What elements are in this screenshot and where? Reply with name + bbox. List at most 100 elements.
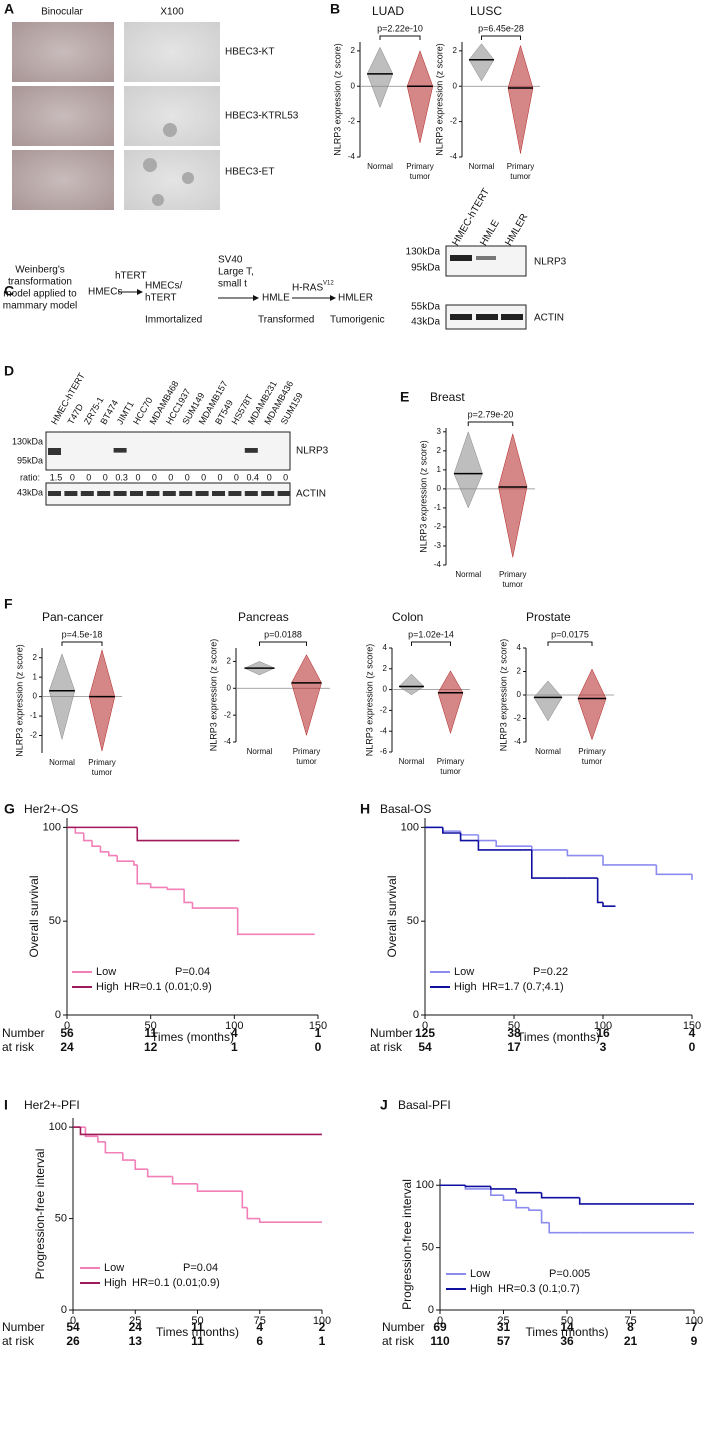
ratio-value: 0 <box>217 472 222 482</box>
panel-label: A <box>4 1 14 17</box>
hr-annotation: HR=0.1 (0.01;0.9) <box>132 1277 220 1289</box>
ratio-value: 0 <box>185 472 190 482</box>
at-risk-number: 1 <box>319 1334 326 1348</box>
survival-step <box>490 1188 504 1197</box>
x-tick-label: 100 <box>594 1020 612 1032</box>
survival-step <box>122 1152 136 1161</box>
y-tick-label: 2 <box>33 653 38 662</box>
survival-step <box>578 1197 694 1205</box>
ratio-label: ratio: <box>20 472 40 482</box>
at-risk-number: 26 <box>66 1334 80 1348</box>
band <box>97 491 111 496</box>
at-risk-number: 4 <box>689 1026 696 1040</box>
ratio-value: 0 <box>267 472 272 482</box>
y-axis-label: NLRP3 expression (z score) <box>14 644 24 757</box>
at-risk-number: 125 <box>415 1026 435 1040</box>
p-value: p=2.22e-10 <box>377 23 423 33</box>
ratio-value: 0 <box>70 472 75 482</box>
at-risk-label: at risk <box>2 1334 35 1348</box>
micrograph <box>12 86 114 146</box>
dot-cloud <box>498 432 528 558</box>
dot-cloud <box>507 44 534 154</box>
survival-step <box>464 1185 491 1188</box>
at-risk-number: 24 <box>60 1040 74 1054</box>
hr-annotation: HR=1.7 (0.7;4.1) <box>482 981 564 993</box>
survival-step <box>490 1186 517 1190</box>
at-risk-number: 38 <box>507 1026 521 1040</box>
band <box>48 448 61 455</box>
survival-step <box>459 833 479 842</box>
marker-label: 95kDa <box>17 455 43 465</box>
y-tick-label: 0 <box>351 81 356 90</box>
y-tick-label: 2 <box>517 667 522 676</box>
survival-step <box>183 889 193 904</box>
legend-label: High <box>470 1283 493 1295</box>
y-axis-label: Overall survival <box>385 875 399 957</box>
panel-d: D 130kDa 95kDa 43kDa NLRP3 ACTIN ratio: <box>4 363 329 506</box>
survival-step <box>236 908 315 936</box>
x-tick-label: Primary tumor <box>293 747 321 766</box>
step-label: Large T, <box>218 267 254 278</box>
x-tick-label: 0 <box>422 1020 428 1032</box>
p-bracket <box>379 35 421 40</box>
band <box>450 255 472 261</box>
at-risk-number: 54 <box>418 1040 432 1054</box>
x-tick-label: 25 <box>497 1315 509 1327</box>
chart-title: LUAD <box>372 4 404 18</box>
dot-cloud <box>398 673 425 696</box>
p-annotation: P=0.04 <box>175 966 210 978</box>
band <box>501 314 523 320</box>
x-tick-label: 50 <box>508 1020 520 1032</box>
y-tick-label: -2 <box>224 710 232 719</box>
survival-step <box>171 1176 198 1185</box>
band <box>212 491 225 496</box>
marker-label: 43kDa <box>411 317 440 328</box>
dot-cloud <box>291 654 322 737</box>
survival-step <box>502 1195 517 1202</box>
status: Transformed <box>258 315 314 326</box>
survival-step <box>602 855 657 866</box>
y-tick-label: -2 <box>380 706 388 715</box>
band <box>146 491 160 496</box>
y-tick-label: -1 <box>434 503 442 512</box>
dot-cloud <box>453 431 483 509</box>
y-tick-label: 2 <box>383 664 388 673</box>
at-risk-label: Number <box>2 1320 45 1334</box>
lane-label: HMLE <box>478 218 502 248</box>
survival-step <box>655 864 692 876</box>
sphere <box>143 158 157 172</box>
y-tick-label: 1 <box>33 672 38 681</box>
y-axis-label: Progression-free interval <box>33 1149 47 1280</box>
x-tick-label: 100 <box>685 1315 703 1327</box>
y-tick-label: 50 <box>49 915 61 927</box>
x-tick-label: 0 <box>64 1020 70 1032</box>
dot-cloud <box>533 680 563 722</box>
model-text: mammary model <box>3 301 77 312</box>
panel-label: B <box>330 1 340 17</box>
chart-title: Her2+-PFI <box>24 1098 80 1112</box>
at-risk-number: 16 <box>596 1026 610 1040</box>
y-tick-label: 0 <box>227 683 232 692</box>
x-tick-label: 150 <box>683 1020 701 1032</box>
chart-title: Pancreas <box>238 610 289 624</box>
at-risk-number: 54 <box>66 1320 80 1334</box>
survival-step <box>548 1222 580 1234</box>
panel-label: J <box>380 1097 388 1113</box>
band <box>476 256 496 260</box>
at-risk-number: 9 <box>691 1334 698 1348</box>
protein-label: NLRP3 <box>534 257 567 268</box>
ratio-value: 1.5 <box>50 472 63 482</box>
x-tick-label: 75 <box>624 1315 636 1327</box>
legend-label: Low <box>104 1262 124 1274</box>
x-tick-label: 50 <box>145 1020 157 1032</box>
y-tick-label: 2 <box>227 657 232 666</box>
y-axis-label: NLRP3 expression (z score) <box>332 43 342 156</box>
at-risk-label: at risk <box>2 1040 35 1054</box>
hr-annotation: HR=0.3 (0.1;0.7) <box>498 1283 580 1295</box>
y-tick-label: 3 <box>437 427 442 436</box>
row-label: HBEC3-ET <box>225 167 274 178</box>
model-text: model applied to <box>3 289 77 300</box>
x-tick-label: 150 <box>309 1020 327 1032</box>
at-risk-number: 69 <box>433 1320 447 1334</box>
survival-step <box>531 849 568 879</box>
